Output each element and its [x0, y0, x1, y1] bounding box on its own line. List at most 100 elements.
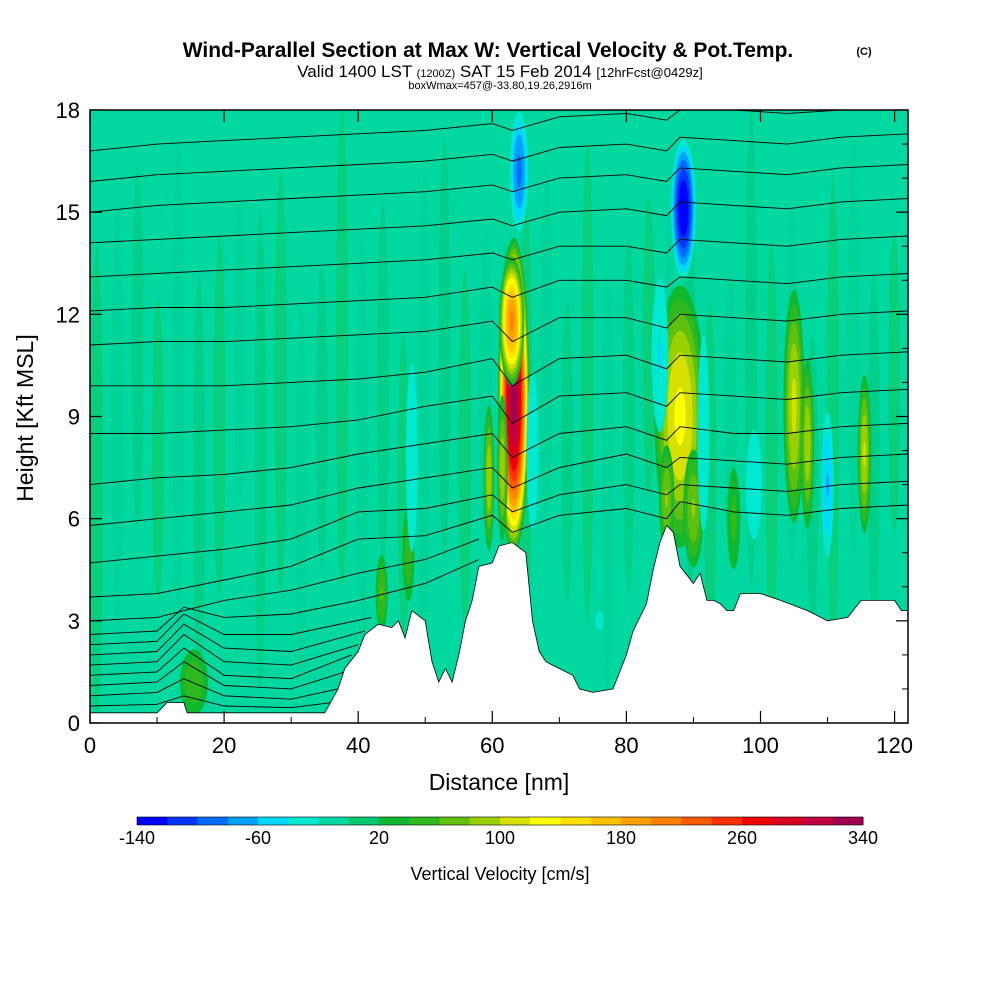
colorbar-tick-label: 260 — [727, 828, 757, 848]
box-note: boxWmax=457@-33.80,19.26,2916m — [408, 80, 591, 92]
theta-contour — [90, 501, 908, 598]
field-band — [192, 274, 205, 695]
updraft-cell-level — [730, 495, 737, 542]
theta-contour — [90, 613, 372, 646]
y-tick-label: 15 — [56, 200, 80, 225]
theta-contour — [90, 198, 908, 244]
colorbar-swatch — [318, 817, 350, 825]
updraft-cell-level — [691, 498, 696, 519]
colorbar-swatch — [137, 817, 168, 825]
downdraft-cell-level — [405, 362, 418, 552]
x-tick-label: 40 — [346, 733, 370, 758]
colorbar-swatch — [772, 817, 803, 825]
updraft-cell — [658, 445, 675, 552]
theta-contour — [90, 647, 352, 680]
downdraft-cell — [526, 371, 539, 530]
x-tick-label: 120 — [876, 733, 913, 758]
subtitle-zulu: (1200Z) — [417, 68, 456, 80]
theta-contour — [90, 235, 908, 278]
colorbar-tick-label: -60 — [245, 828, 271, 848]
downdraft-cell-level — [595, 611, 604, 631]
updraft-cell — [783, 289, 805, 523]
field-band — [581, 142, 594, 623]
theta-contour — [90, 453, 908, 526]
updraft-cell-level — [804, 405, 811, 482]
updraft-cell — [497, 394, 508, 541]
colorbar-swatch — [500, 817, 531, 825]
downdraft-cell — [595, 611, 604, 631]
x-axis: 0 20 40 60 80 100 120 — [84, 110, 913, 758]
field-band — [356, 240, 369, 661]
chart-subtitle: Valid 1400 LST (1200Z) SAT 15 Feb 2014 [… — [297, 62, 703, 81]
y-axis-label: Height [Kft MSL] — [12, 334, 38, 501]
field-band — [765, 240, 778, 661]
theta-contour — [90, 133, 908, 182]
colorbar-swatch — [409, 817, 440, 825]
updraft-cell — [727, 467, 741, 570]
theta-contour — [90, 661, 345, 690]
updraft-cell-level — [509, 311, 514, 331]
theta-contour — [90, 480, 908, 564]
updraft-cell — [179, 649, 209, 715]
updraft-cell — [800, 359, 814, 529]
field-band — [295, 304, 308, 665]
colorbar-swatch — [258, 817, 289, 825]
colorbar-tick-label: 340 — [848, 828, 878, 848]
field-band — [601, 274, 614, 695]
chart-title-mark: (C) — [856, 46, 872, 58]
updraft-cell-level — [862, 441, 866, 467]
updraft-cell — [499, 256, 525, 386]
colorbar-tick-label: 20 — [369, 828, 389, 848]
colorbar-swatch — [590, 817, 622, 825]
theta-contour — [90, 633, 359, 666]
updraft-cell-level — [674, 387, 686, 446]
colorbar-frame — [136, 816, 864, 826]
downdraft-cell — [651, 278, 669, 433]
colorbar-swatch — [227, 817, 259, 825]
downdraft-cell-level — [516, 154, 522, 188]
x-tick-label: 100 — [742, 733, 779, 758]
y-tick-label: 6 — [68, 507, 80, 532]
field-band — [458, 270, 471, 631]
y-tick-label: 3 — [68, 609, 80, 634]
colorbar-swatch — [530, 817, 561, 825]
field-band — [152, 300, 165, 601]
field-band — [315, 266, 328, 567]
theta-contour — [90, 422, 908, 486]
field-band — [417, 176, 430, 657]
plot-area — [90, 110, 908, 723]
downdraft-cell-level — [681, 198, 686, 220]
theta-contour — [90, 273, 908, 312]
theta-contour — [90, 388, 908, 434]
downdraft-cell — [697, 335, 710, 532]
updraft-cell — [857, 374, 872, 534]
colorbar-swatch — [167, 817, 198, 825]
theta-contour — [90, 351, 908, 387]
x-axis-label: Distance [nm] — [429, 769, 570, 795]
subtitle-date: SAT 15 Feb 2014 — [460, 62, 592, 81]
colorbar-swatch — [832, 817, 864, 825]
updraft-cell-level — [791, 378, 797, 435]
updraft-cell-level — [184, 660, 204, 704]
colorbar-tick-label: -140 — [119, 828, 155, 848]
downdraft-cell-level — [745, 429, 762, 540]
terrain-mask — [90, 524, 908, 723]
colorbar-label: Vertical Velocity [cm/s] — [410, 864, 589, 884]
colorbar-swatch — [288, 817, 319, 825]
colorbar-swatch — [379, 817, 410, 825]
downdraft-cell-level — [526, 371, 539, 530]
x-tick-label: 80 — [614, 733, 638, 758]
colorbar-swatch — [621, 817, 652, 825]
field-band — [213, 236, 226, 597]
x-tick-label: 20 — [212, 733, 236, 758]
y-tick-label: 18 — [56, 98, 80, 123]
field-band — [111, 206, 124, 627]
colorbar-swatch — [651, 817, 682, 825]
downdraft-cell — [510, 111, 529, 231]
theta-contour — [90, 623, 366, 656]
field-band — [438, 138, 451, 559]
colorbar-swatch — [439, 817, 471, 825]
field-band — [888, 232, 901, 533]
y-tick-label: 0 — [68, 711, 80, 736]
